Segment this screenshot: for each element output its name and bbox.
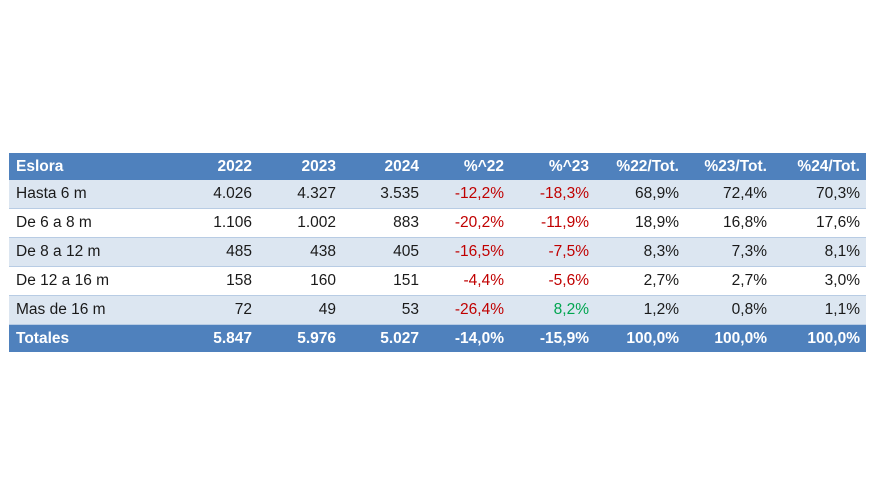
table-cell: 1.106 [169,208,258,238]
table-cell: 158 [169,266,258,296]
eslora-table: Eslora 2022 2023 2024 %^22 %^23 %22/Tot.… [9,153,866,352]
table-row: De 8 a 12 m 485 438 405 -16,5% -7,5% 8,3% 7,3% 8… [9,237,866,267]
table-cell: -7,5% [510,237,595,267]
column-header: %23/Tot. [685,153,773,180]
totals-cell: -14,0% [425,324,510,352]
table-cell: 18,9% [595,208,685,238]
table-cell: -11,9% [510,208,595,238]
table-cell: 53 [342,295,425,325]
table-cell: -12,2% [425,180,510,209]
table-header-row: Eslora 2022 2023 2024 %^22 %^23 %22/Tot.… [9,153,866,180]
table-cell: 160 [258,266,342,296]
totals-cell: 5.976 [258,324,342,352]
table-cell: 3,0% [773,266,866,296]
table-cell: -26,4% [425,295,510,325]
table-cell: 8,1% [773,237,866,267]
table-cell: 0,8% [685,295,773,325]
totals-cell: 5.027 [342,324,425,352]
table-cell: 405 [342,237,425,267]
table-row: De 12 a 16 m 158 160 151 -4,4% -5,6% 2,7% 2,7% 3… [9,266,866,296]
table-cell: 3.535 [342,180,425,209]
totals-cell: 100,0% [685,324,773,352]
totals-cell: 100,0% [773,324,866,352]
column-header: 2022 [169,153,258,180]
table-cell: 485 [169,237,258,267]
data-table-container: Eslora 2022 2023 2024 %^22 %^23 %22/Tot.… [9,153,866,352]
table-cell: 4.327 [258,180,342,209]
table-row: De 6 a 8 m 1.106 1.002 883 -20,2% -11,9% 18,9%… [9,208,866,238]
row-label: De 8 a 12 m [9,237,169,267]
table-cell: 16,8% [685,208,773,238]
totals-cell: 100,0% [595,324,685,352]
table-cell: 72 [169,295,258,325]
row-label: Hasta 6 m [9,180,169,209]
table-cell: 70,3% [773,180,866,209]
row-label: De 6 a 8 m [9,208,169,238]
table-cell: 151 [342,266,425,296]
column-header: %22/Tot. [595,153,685,180]
table-cell: 8,2% [510,295,595,325]
column-header: %24/Tot. [773,153,866,180]
table-cell: 1,2% [595,295,685,325]
table-cell: 4.026 [169,180,258,209]
table-cell: 72,4% [685,180,773,209]
totals-cell: 5.847 [169,324,258,352]
table-cell: 7,3% [685,237,773,267]
table-cell: 49 [258,295,342,325]
table-cell: 438 [258,237,342,267]
table-cell: 1,1% [773,295,866,325]
row-label: De 12 a 16 m [9,266,169,296]
table-cell: 17,6% [773,208,866,238]
totals-cell: Totales [9,324,169,352]
column-header: %^23 [510,153,595,180]
column-header: 2024 [342,153,425,180]
table-cell: -16,5% [425,237,510,267]
totals-cell: -15,9% [510,324,595,352]
table-cell: 2,7% [595,266,685,296]
column-header: %^22 [425,153,510,180]
column-header: Eslora [9,153,169,180]
table-cell: 1.002 [258,208,342,238]
table-row: Mas de 16 m 72 49 53 -26,4% 8,2% 1,2% 0,8% 1,1% [9,295,866,325]
column-header: 2023 [258,153,342,180]
table-cell: 68,9% [595,180,685,209]
table-row: Hasta 6 m 4.026 4.327 3.535 -12,2% -18,3% 68,9… [9,180,866,209]
table-cell: -20,2% [425,208,510,238]
table-cell: -5,6% [510,266,595,296]
row-label: Mas de 16 m [9,295,169,325]
table-cell: -4,4% [425,266,510,296]
table-cell: -18,3% [510,180,595,209]
table-cell: 8,3% [595,237,685,267]
table-cell: 2,7% [685,266,773,296]
table-cell: 883 [342,208,425,238]
totals-row: Totales 5.847 5.976 5.027 -14,0% -15,9% … [9,324,866,352]
table-body: Hasta 6 m 4.026 4.327 3.535 -12,2% -18,3% 68,9… [9,180,866,325]
